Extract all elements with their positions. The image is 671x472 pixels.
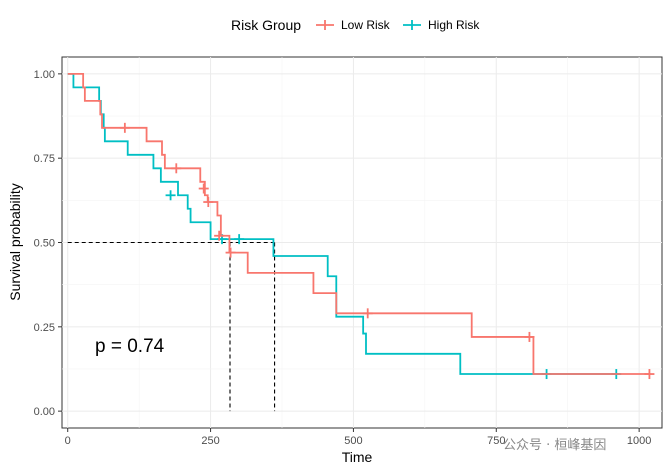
legend-title: Risk Group	[231, 17, 301, 33]
watermark-text: 公众号 · 桓峰基因	[503, 438, 606, 453]
x-axis-ticks: 0 250 500 750 1000	[65, 428, 651, 447]
low-risk-censor-mark	[214, 230, 225, 241]
low-risk-survival-line	[67, 72, 651, 375]
high-risk-censor-mark	[234, 234, 245, 245]
y-tick-label: 0.75	[34, 153, 55, 165]
x-tick-label: 250	[201, 435, 219, 447]
legend-label: Low Risk	[341, 18, 391, 32]
y-tick-label: 0.00	[34, 406, 55, 418]
low-risk-censor-mark	[524, 331, 535, 342]
x-tick-label: 750	[487, 435, 505, 447]
median-guides	[67, 241, 276, 412]
gridlines	[62, 57, 662, 428]
y-tick-label: 0.50	[34, 238, 55, 250]
low-risk-censor-mark	[225, 247, 236, 258]
y-tick-label: 1.00	[34, 69, 55, 81]
x-tick-label: 500	[344, 435, 362, 447]
legend: Risk Group Low Risk High Risk	[231, 17, 480, 33]
low-risk-censor-mark	[171, 163, 182, 174]
x-tick-label: 0	[65, 435, 71, 447]
legend-label: High Risk	[428, 18, 480, 32]
survival-curves	[67, 72, 655, 380]
x-tick-label: 1000	[627, 435, 651, 447]
high-risk-censor-mark	[165, 190, 176, 201]
low-risk-censor-mark	[644, 369, 655, 380]
low-risk-censor-mark	[198, 183, 209, 194]
p-value-annotation: p = 0.74	[95, 336, 165, 357]
x-axis-title: Time	[342, 449, 373, 465]
legend-item-low-risk: Low Risk	[316, 18, 391, 32]
y-axis-title: Survival probability	[7, 183, 23, 301]
low-risk-censor-mark	[119, 122, 130, 133]
y-axis-ticks: 0.00 0.25 0.50 0.75 1.00	[34, 69, 62, 418]
low-risk-censor-mark	[203, 197, 214, 208]
legend-item-high-risk: High Risk	[403, 18, 480, 32]
low-risk-censor-mark	[362, 308, 373, 319]
y-tick-label: 0.25	[34, 322, 55, 334]
